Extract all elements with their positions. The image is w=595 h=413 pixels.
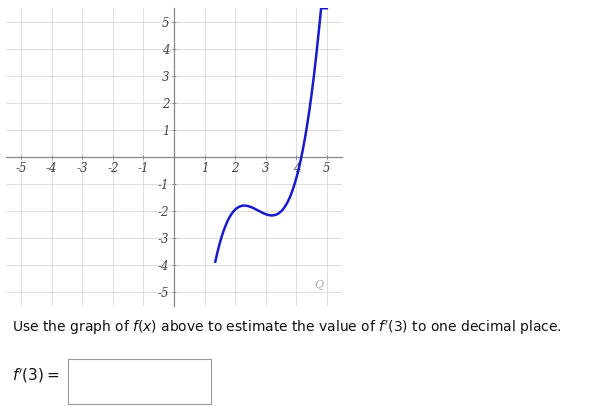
FancyBboxPatch shape [68, 359, 211, 404]
Text: $f'(3) =$: $f'(3) =$ [12, 366, 60, 385]
Text: Q: Q [315, 280, 324, 290]
Text: Use the graph of $f(x)$ above to estimate the value of $f'(3)$ to one decimal pl: Use the graph of $f(x)$ above to estimat… [12, 318, 562, 337]
